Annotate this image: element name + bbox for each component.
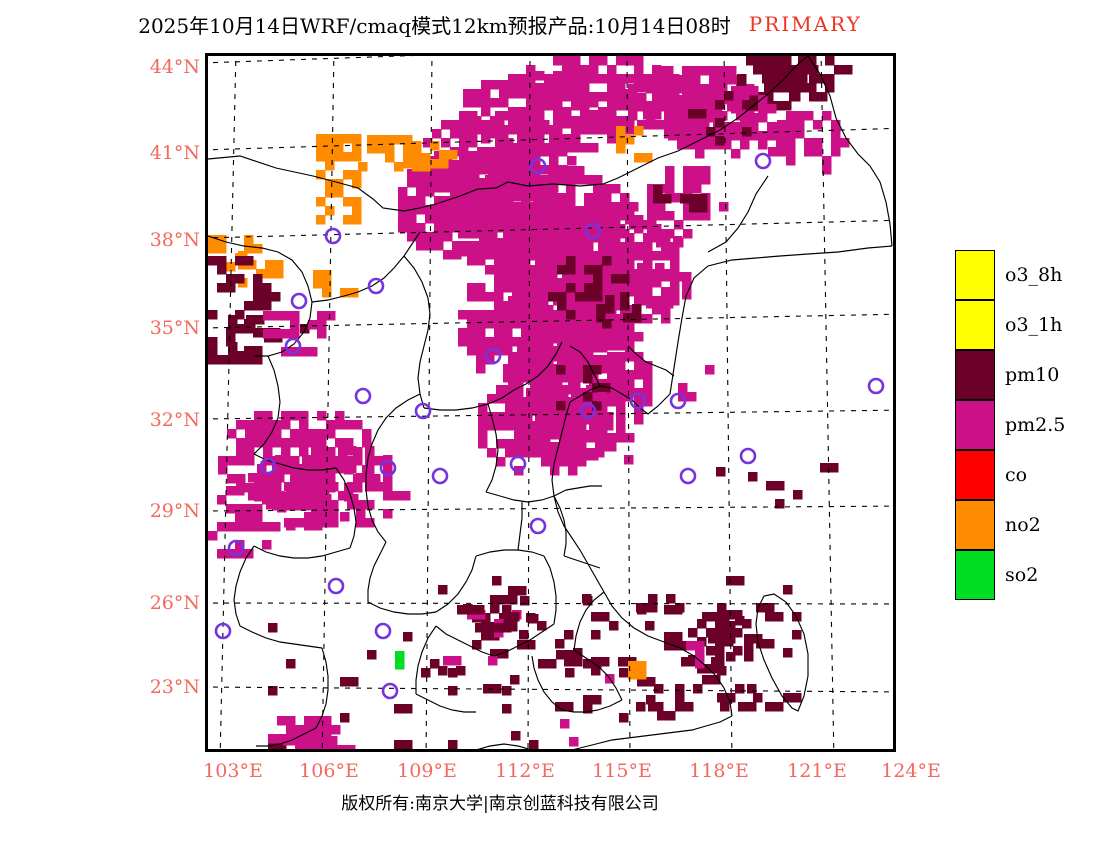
page-title: 2025年10月14日WRF/cmaq模式12km预报产品:10月14日08时 … — [0, 10, 1000, 38]
legend-swatch-o3-1h — [955, 300, 995, 350]
map-svg — [208, 56, 893, 749]
y-tick-41n: 41°N — [149, 142, 200, 164]
x-tick-112e: 112°E — [495, 760, 555, 782]
legend-swatch-no2 — [955, 500, 995, 550]
x-axis-labels: 103°E 106°E 109°E 112°E 115°E 118°E 121°… — [0, 760, 1000, 794]
y-tick-35n: 35°N — [149, 317, 200, 339]
legend-item-so2[interactable]: so2 — [955, 550, 1095, 600]
x-tick-118e: 118°E — [689, 760, 749, 782]
x-tick-106e: 106°E — [299, 760, 359, 782]
legend-label-co: co — [1005, 464, 1028, 486]
x-tick-103e: 103°E — [203, 760, 263, 782]
map-plot-area[interactable] — [205, 53, 896, 752]
legend-swatch-co — [955, 450, 995, 500]
legend-swatch-so2 — [955, 550, 995, 600]
y-tick-32n: 32°N — [149, 409, 200, 431]
y-tick-23n: 23°N — [149, 676, 200, 698]
y-axis-labels: 44°N 41°N 38°N 35°N 32°N 29°N 26°N 23°N — [118, 0, 200, 760]
y-tick-44n: 44°N — [149, 56, 200, 78]
legend-label-so2: so2 — [1005, 564, 1039, 586]
legend-label-no2: no2 — [1005, 514, 1041, 536]
y-tick-38n: 38°N — [149, 229, 200, 251]
copyright-caption: 版权所有:南京大学|南京创蓝科技有限公司 — [341, 794, 659, 814]
legend-item-o3-1h[interactable]: o3_1h — [955, 300, 1095, 350]
y-tick-29n: 29°N — [149, 500, 200, 522]
legend-item-no2[interactable]: no2 — [955, 500, 1095, 550]
x-tick-121e: 121°E — [787, 760, 847, 782]
legend-swatch-pm10 — [955, 350, 995, 400]
legend-item-o3-8h[interactable]: o3_8h — [955, 250, 1095, 300]
province-boundary-layer — [208, 56, 893, 749]
legend-swatch-pm25 — [955, 400, 995, 450]
legend-label-pm10: pm10 — [1005, 364, 1060, 386]
legend-label-pm25: pm2.5 — [1005, 414, 1066, 436]
legend-item-pm10[interactable]: pm10 — [955, 350, 1095, 400]
legend-label-o3-1h: o3_1h — [1005, 314, 1063, 336]
x-tick-115e: 115°E — [592, 760, 652, 782]
y-tick-26n: 26°N — [149, 592, 200, 614]
legend-item-co[interactable]: co — [955, 450, 1095, 500]
legend-swatch-o3-8h — [955, 250, 995, 300]
legend-label-o3-8h: o3_8h — [1005, 264, 1063, 286]
station-marker-layer — [214, 152, 885, 700]
x-tick-109e: 109°E — [397, 760, 457, 782]
legend-item-pm25[interactable]: pm2.5 — [955, 400, 1095, 450]
map-canvas — [208, 56, 893, 749]
title-main-text: 2025年10月14日WRF/cmaq模式12km预报产品:10月14日08时 — [138, 13, 731, 38]
pollutant-legend: o3_8h o3_1h pm10 pm2.5 co no2 so2 — [955, 250, 1095, 602]
x-tick-124e: 124°E — [881, 760, 941, 782]
title-primary-flag: PRIMARY — [748, 12, 862, 36]
